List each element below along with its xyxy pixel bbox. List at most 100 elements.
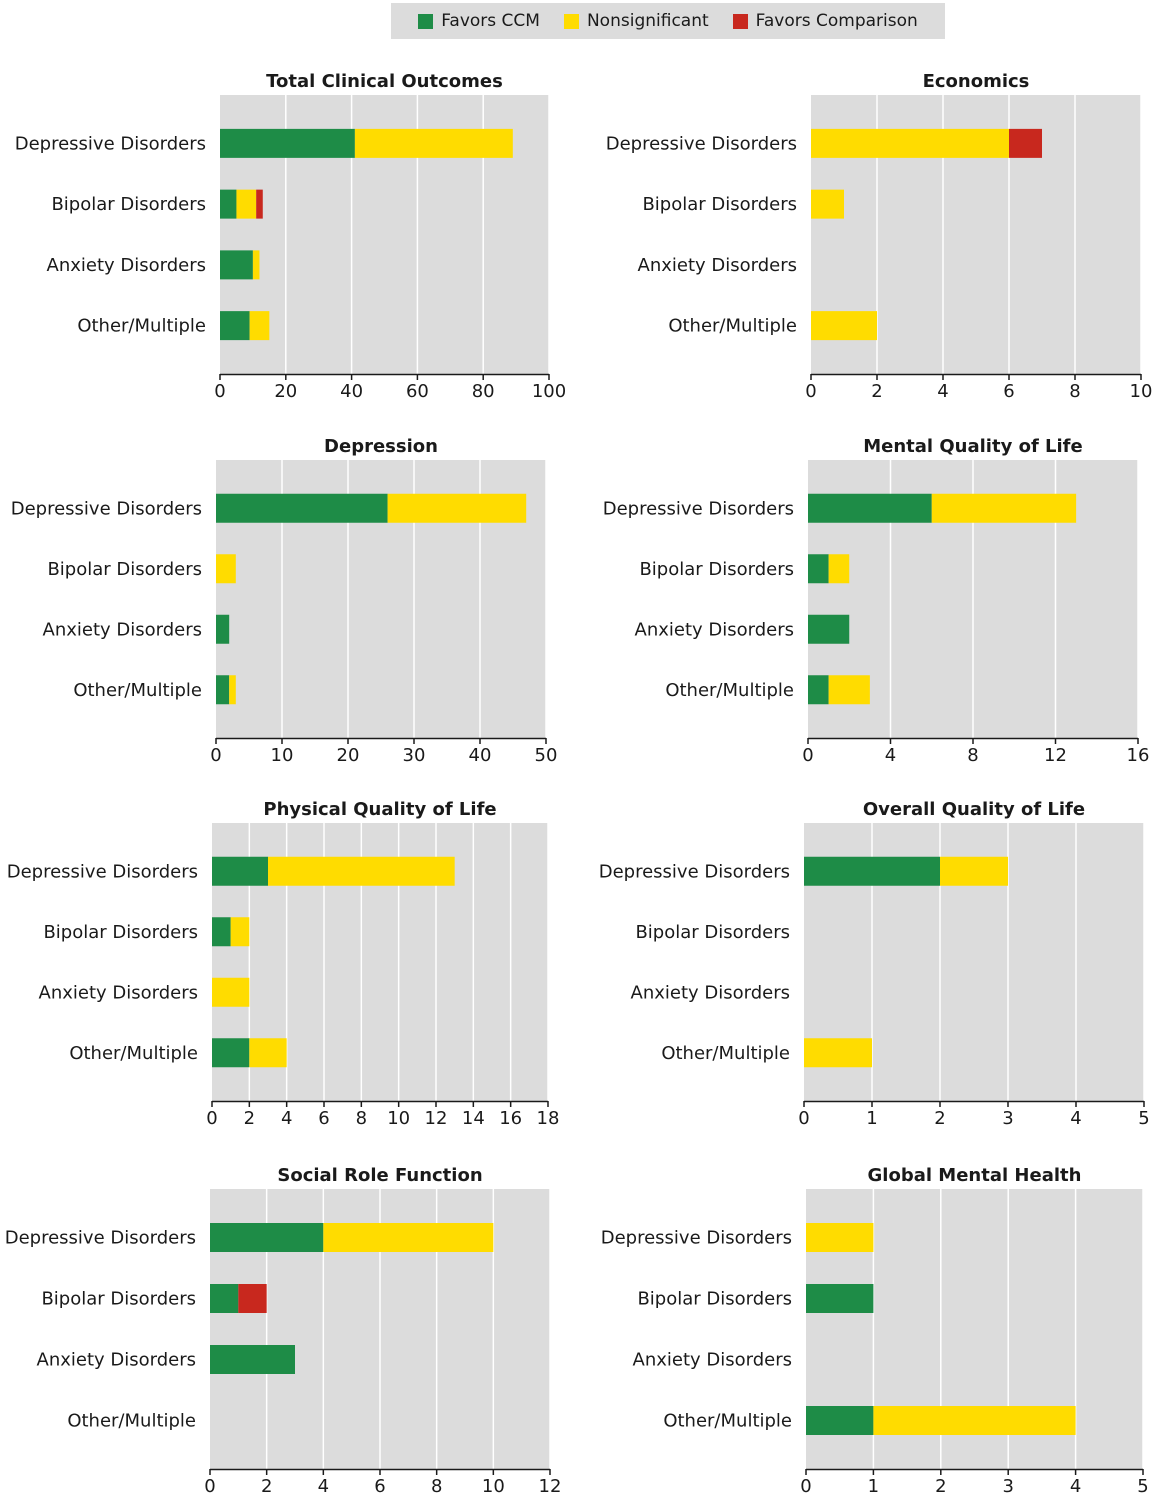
category-label: Depressive Disorders: [599, 861, 790, 882]
bar-segment-nonsignificant: [252, 250, 260, 280]
bar-segment-favors-ccm: [210, 1345, 295, 1374]
category-label: Other/Multiple: [69, 1043, 198, 1064]
bar-segment-favors-ccm: [210, 1284, 239, 1313]
chart-overall-quality-of-life: Overall Quality of Life Depressive Disord…: [599, 799, 1150, 1129]
x-tick-label: 14: [462, 1108, 485, 1129]
category-label: Other/Multiple: [73, 680, 202, 701]
chart-title: Physical Quality of Life: [263, 799, 496, 820]
category-label: Bipolar Disorders: [637, 1289, 792, 1310]
chart-legend: Favors CCM Nonsignificant Favors Compari…: [391, 3, 945, 39]
category-label: Other/Multiple: [663, 1411, 792, 1432]
bar-segment-favors-comparison: [256, 189, 263, 219]
legend-entry-favors-comparison: Favors Comparison: [732, 11, 918, 31]
bar-segment-favors-ccm: [212, 1038, 250, 1068]
bar-segment-favors-ccm: [808, 493, 932, 523]
x-tick-label: 10: [1130, 381, 1153, 402]
category-label: Bipolar Disorders: [41, 1289, 196, 1310]
category-label: Other/Multiple: [668, 316, 797, 337]
x-tick-label: 20: [337, 745, 360, 766]
bar-segment-nonsignificant: [323, 1223, 494, 1252]
x-tick-label: 4: [318, 1476, 329, 1497]
chart-title: Mental Quality of Life: [863, 436, 1082, 457]
x-tick-label: 60: [406, 381, 429, 402]
x-tick-label: 8: [967, 745, 978, 766]
x-tick-label: 16: [499, 1108, 522, 1129]
category-label: Depressive Disorders: [601, 1228, 792, 1249]
x-tick-label: 0: [206, 1108, 217, 1129]
bar-segment-nonsignificant: [236, 189, 257, 219]
x-tick-label: 12: [425, 1108, 448, 1129]
chart-depression: Depression Depressive Disorders Bipolar Di…: [11, 436, 558, 766]
x-tick-label: 10: [482, 1476, 505, 1497]
chart-physical-quality-of-life: Physical Quality of Life Depressive Disor…: [7, 799, 560, 1129]
bar-segment-nonsignificant: [387, 493, 527, 523]
x-tick-label: 0: [805, 381, 816, 402]
x-tick-label: 0: [210, 745, 221, 766]
x-tick-label: 18: [537, 1108, 560, 1129]
bar-segment-favors-comparison: [1009, 128, 1042, 158]
x-tick-label: 3: [1002, 1108, 1013, 1129]
chart-title: Social Role Function: [277, 1165, 482, 1186]
bar-segment-nonsignificant: [828, 675, 870, 705]
x-tick-label: 0: [798, 1108, 809, 1129]
category-label: Depressive Disorders: [603, 498, 794, 519]
bar-segment-nonsignificant: [940, 856, 1008, 886]
bar-segment-nonsignificant: [873, 1406, 1076, 1435]
bar-segment-favors-ccm: [808, 554, 829, 584]
x-tick-label: 2: [934, 1108, 945, 1129]
bar-segment-nonsignificant: [249, 311, 270, 341]
x-tick-label: 0: [204, 1476, 215, 1497]
legend-swatch-favors-comparison: [732, 13, 748, 29]
category-label: Bipolar Disorders: [47, 559, 202, 580]
x-tick-label: 4: [1070, 1108, 1081, 1129]
x-tick-label: 20: [274, 381, 297, 402]
bar-segment-favors-ccm: [220, 189, 237, 219]
legend-entry-nonsignificant: Nonsignificant: [563, 11, 709, 31]
x-tick-label: 5: [1137, 1476, 1148, 1497]
bar-segment-favors-ccm: [804, 856, 940, 886]
bar-segment-nonsignificant: [230, 917, 250, 947]
chart-social-role-function: Social Role Function Depressive Disorders…: [5, 1165, 562, 1497]
bar-segment-favors-ccm: [212, 917, 231, 947]
legend-label-nonsignificant: Nonsignificant: [586, 11, 709, 31]
category-label: Anxiety Disorders: [635, 619, 795, 640]
bar-segment-nonsignificant: [811, 189, 844, 219]
bar-segment-nonsignificant: [828, 554, 850, 584]
bar-segment-nonsignificant: [212, 977, 250, 1007]
category-label: Bipolar Disorders: [642, 194, 797, 215]
chart-title: Economics: [923, 71, 1030, 92]
category-label: Other/Multiple: [67, 1411, 196, 1432]
bar-segment-nonsignificant: [931, 493, 1077, 523]
x-tick-label: 6: [1003, 381, 1014, 402]
x-tick-label: 12: [539, 1476, 562, 1497]
x-tick-label: 10: [271, 745, 294, 766]
x-tick-label: 12: [1044, 745, 1067, 766]
bar-segment-nonsignificant: [804, 1038, 872, 1068]
bar-segment-favors-ccm: [806, 1284, 874, 1313]
category-label: Bipolar Disorders: [639, 559, 794, 580]
category-label: Anxiety Disorders: [631, 982, 791, 1003]
x-tick-label: 100: [532, 381, 566, 402]
bar-segment-nonsignificant: [354, 128, 513, 158]
bar-segment-nonsignificant: [229, 675, 236, 705]
x-tick-label: 1: [866, 1108, 877, 1129]
bar-segment-favors-ccm: [220, 311, 250, 341]
x-tick-label: 4: [885, 745, 896, 766]
category-label: Anxiety Disorders: [638, 255, 798, 276]
category-label: Bipolar Disorders: [635, 922, 790, 943]
category-label: Depressive Disorders: [11, 498, 202, 519]
bar-segment-favors-ccm: [210, 1223, 324, 1252]
category-label: Other/Multiple: [77, 316, 206, 337]
x-tick-label: 2: [244, 1108, 255, 1129]
chart-title: Total Clinical Outcomes: [266, 71, 503, 92]
x-tick-label: 1: [868, 1476, 879, 1497]
category-label: Bipolar Disorders: [51, 194, 206, 215]
category-label: Other/Multiple: [661, 1043, 790, 1064]
bar-segment-favors-ccm: [808, 614, 850, 644]
bar-segment-favors-comparison: [238, 1284, 267, 1313]
bar-segment-favors-ccm: [806, 1406, 874, 1435]
legend-swatch-nonsignificant: [563, 13, 579, 29]
chart-title: Overall Quality of Life: [863, 799, 1085, 820]
chart-mental-quality-of-life: Mental Quality of Life Depressive Disorde…: [603, 436, 1150, 766]
bar-segment-favors-ccm: [216, 493, 388, 523]
